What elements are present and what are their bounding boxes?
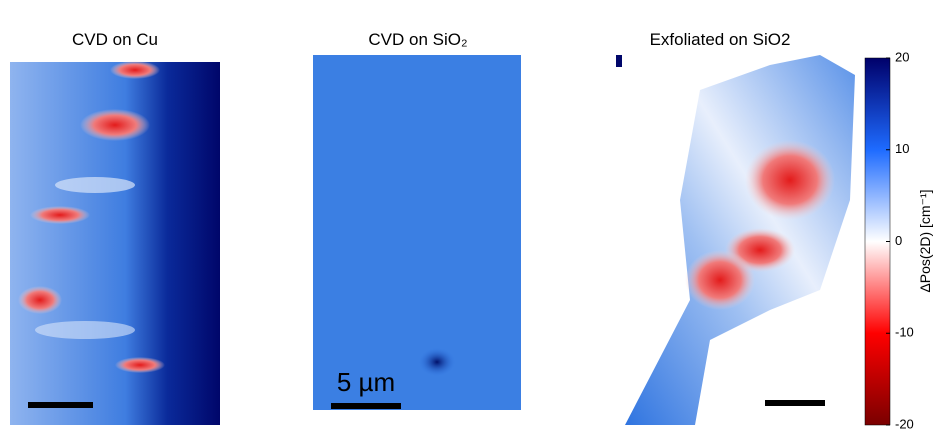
colorbar-tick-label: -20 <box>895 416 914 430</box>
colorbar-tick-label: 20 <box>895 49 909 64</box>
colorbar-tick-label: 10 <box>895 141 909 156</box>
map-exfoliated <box>616 55 855 425</box>
colorbar-tick-label: 0 <box>895 233 902 248</box>
map-cu <box>10 61 220 425</box>
figure: CVD on Cu CVD on SiO₂ Exfoliated on SiO2… <box>0 0 941 430</box>
panel-title: CVD on SiO₂ <box>368 30 467 49</box>
colorbar-label: ΔPos(2D) [cm⁻¹] <box>917 189 933 292</box>
colorbar-tick-label: -10 <box>895 325 914 340</box>
panel-title: Exfoliated on SiO2 <box>650 30 791 49</box>
scale-bar-label: 5 µm <box>337 367 395 397</box>
map-sio2: 5 µm <box>313 55 521 410</box>
panel-title: CVD on Cu <box>72 30 158 49</box>
